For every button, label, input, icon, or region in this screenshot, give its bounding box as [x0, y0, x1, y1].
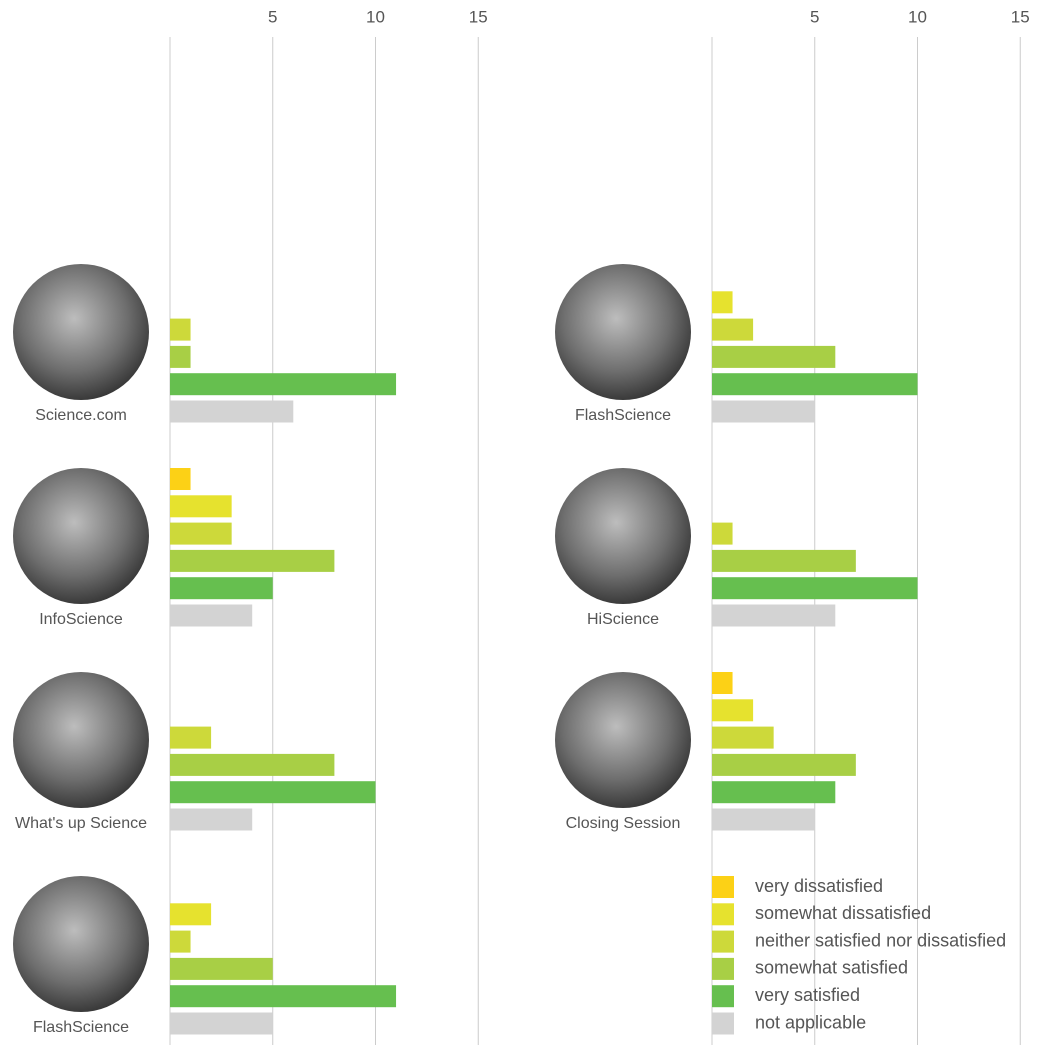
bar [712, 373, 918, 396]
legend-label: not applicable [755, 1012, 866, 1032]
panel-label: FlashScience [33, 1019, 129, 1036]
bar [712, 672, 733, 694]
x-tick-label: 10 [908, 7, 927, 26]
panel-label: Closing Session [566, 815, 681, 832]
photo [13, 876, 149, 1012]
bar [712, 400, 815, 423]
photo [13, 672, 149, 808]
legend-label: neither satisfied nor dissatisfied [755, 930, 1006, 950]
panel-label: What's up Science [15, 815, 147, 832]
legend-label: very dissatisfied [755, 876, 883, 896]
x-tick-label: 10 [366, 7, 385, 26]
panel-label: Science.com [35, 407, 127, 424]
photos [13, 264, 691, 1012]
legend-swatch [712, 903, 734, 926]
photo [13, 468, 149, 604]
bar [170, 903, 212, 926]
bar [712, 522, 733, 545]
bar [712, 808, 815, 831]
bar [170, 495, 232, 518]
x-tick-label: 5 [810, 7, 819, 26]
bar [170, 549, 335, 572]
bar [170, 781, 376, 804]
bar [712, 291, 733, 314]
legend-label: very satisfied [755, 985, 860, 1005]
x-tick-label: 15 [469, 7, 488, 26]
bar [170, 957, 273, 980]
bar [712, 318, 754, 341]
bar [712, 577, 918, 600]
bar [170, 400, 294, 423]
bar [170, 522, 232, 545]
panel-label: InfoScience [39, 611, 123, 628]
bar [170, 604, 253, 627]
bar [712, 781, 836, 804]
bar [170, 985, 397, 1008]
x-tick-label: 15 [1011, 7, 1030, 26]
photo [13, 264, 149, 400]
bar [170, 753, 335, 776]
bar [712, 345, 836, 368]
bar [170, 577, 273, 600]
legend-swatch [712, 985, 734, 1008]
legend-swatch [712, 1012, 734, 1035]
photo [555, 672, 691, 808]
legend-swatch [712, 957, 734, 980]
panel-label: HiScience [587, 611, 659, 628]
bar [170, 808, 253, 831]
panel-label: FlashScience [575, 407, 671, 424]
bar [170, 930, 191, 953]
legend-swatch [712, 876, 734, 898]
bar [170, 726, 212, 749]
legend-swatch [712, 930, 734, 953]
photo [555, 264, 691, 400]
bar [712, 604, 836, 627]
bar [170, 318, 191, 341]
bar [712, 726, 774, 749]
bar [170, 1012, 273, 1035]
bar [712, 549, 856, 572]
legend-label: somewhat dissatisfied [755, 903, 931, 923]
photo [555, 468, 691, 604]
bar [712, 699, 754, 722]
bar [170, 373, 397, 396]
bar [170, 468, 191, 490]
legend-label: somewhat satisfied [755, 958, 908, 978]
bar [712, 753, 856, 776]
bar [170, 345, 191, 368]
x-tick-label: 5 [268, 7, 277, 26]
